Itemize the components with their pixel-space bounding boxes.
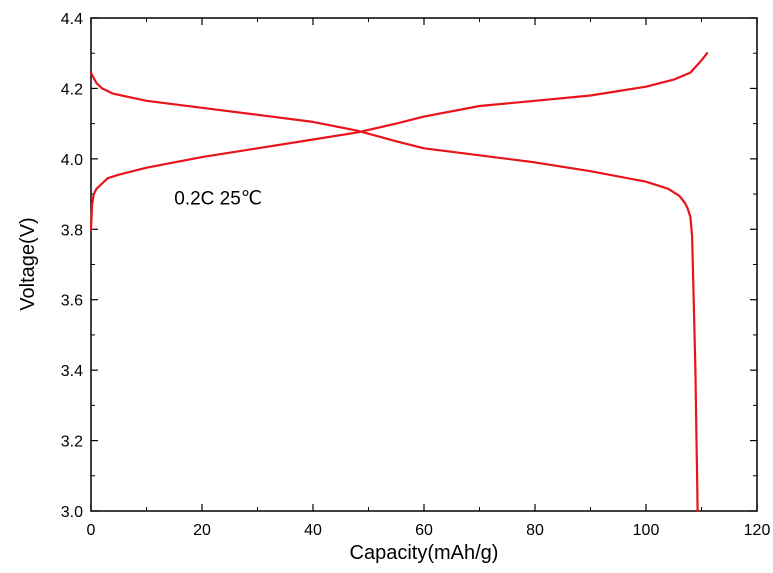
y-tick-label: 3.0	[61, 504, 83, 521]
series-group	[89, 52, 709, 513]
x-tick-label: 80	[526, 522, 544, 539]
y-tick-label: 3.2	[61, 434, 83, 451]
x-tick-label: 60	[415, 522, 433, 539]
x-tick-label: 100	[633, 522, 660, 539]
x-axis-title: Capacity(mAh/g)	[350, 542, 499, 564]
y-tick-label: 4.2	[61, 81, 83, 98]
charge-curve	[89, 52, 709, 231]
y-tick-label: 3.6	[61, 293, 83, 310]
plot-frame	[90, 17, 758, 512]
tick-labels: 0 20 40 60 80 100 120 3.0 3.2 3.4 3.6 3.8 4.0 4.2 4.4	[61, 11, 771, 539]
y-tick-label: 3.4	[61, 363, 83, 380]
x-tick-label: 0	[87, 522, 96, 539]
y-tick-label: 4.0	[61, 152, 83, 169]
annotation-condition: 0.2C 25℃	[174, 189, 262, 210]
y-tick-label: 3.8	[61, 222, 83, 239]
y-axis-title: Voltage(V)	[17, 217, 39, 310]
x-tick-label: 120	[744, 522, 771, 539]
y-tick-label: 4.4	[61, 11, 83, 28]
x-tick-label: 40	[304, 522, 322, 539]
ticks	[90, 17, 758, 512]
discharge-curve	[89, 71, 699, 513]
x-tick-label: 20	[193, 522, 211, 539]
